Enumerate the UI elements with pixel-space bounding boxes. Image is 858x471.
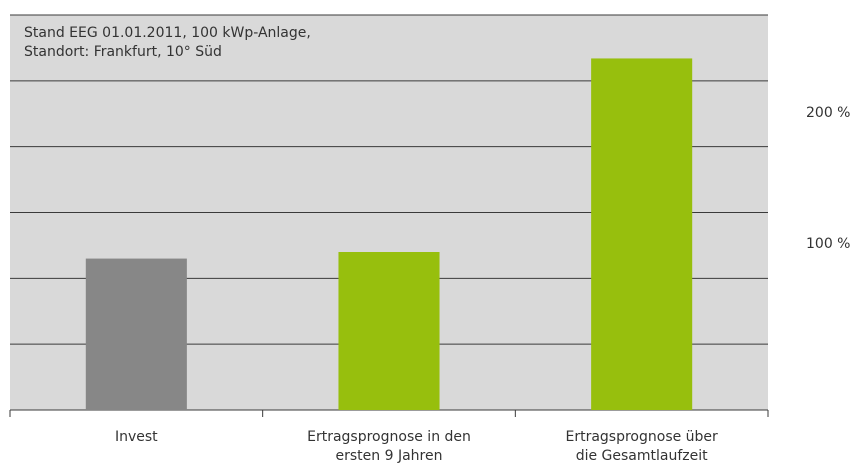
annotation: Stand EEG 01.01.2011, 100 kWp-Anlage, St… bbox=[24, 25, 311, 60]
x-tick-label: Ertragsprognose in den ersten 9 Jahren bbox=[307, 429, 471, 464]
x-tick-label: Invest bbox=[114, 429, 158, 445]
bar bbox=[85, 258, 187, 410]
y-tick-label: 100 % bbox=[806, 236, 851, 253]
y-tick-label: 200 % bbox=[806, 104, 851, 121]
bar bbox=[338, 252, 440, 410]
x-tick-label: Ertragsprognose über die Gesamtlaufzeit bbox=[565, 429, 718, 464]
bar bbox=[591, 58, 693, 410]
